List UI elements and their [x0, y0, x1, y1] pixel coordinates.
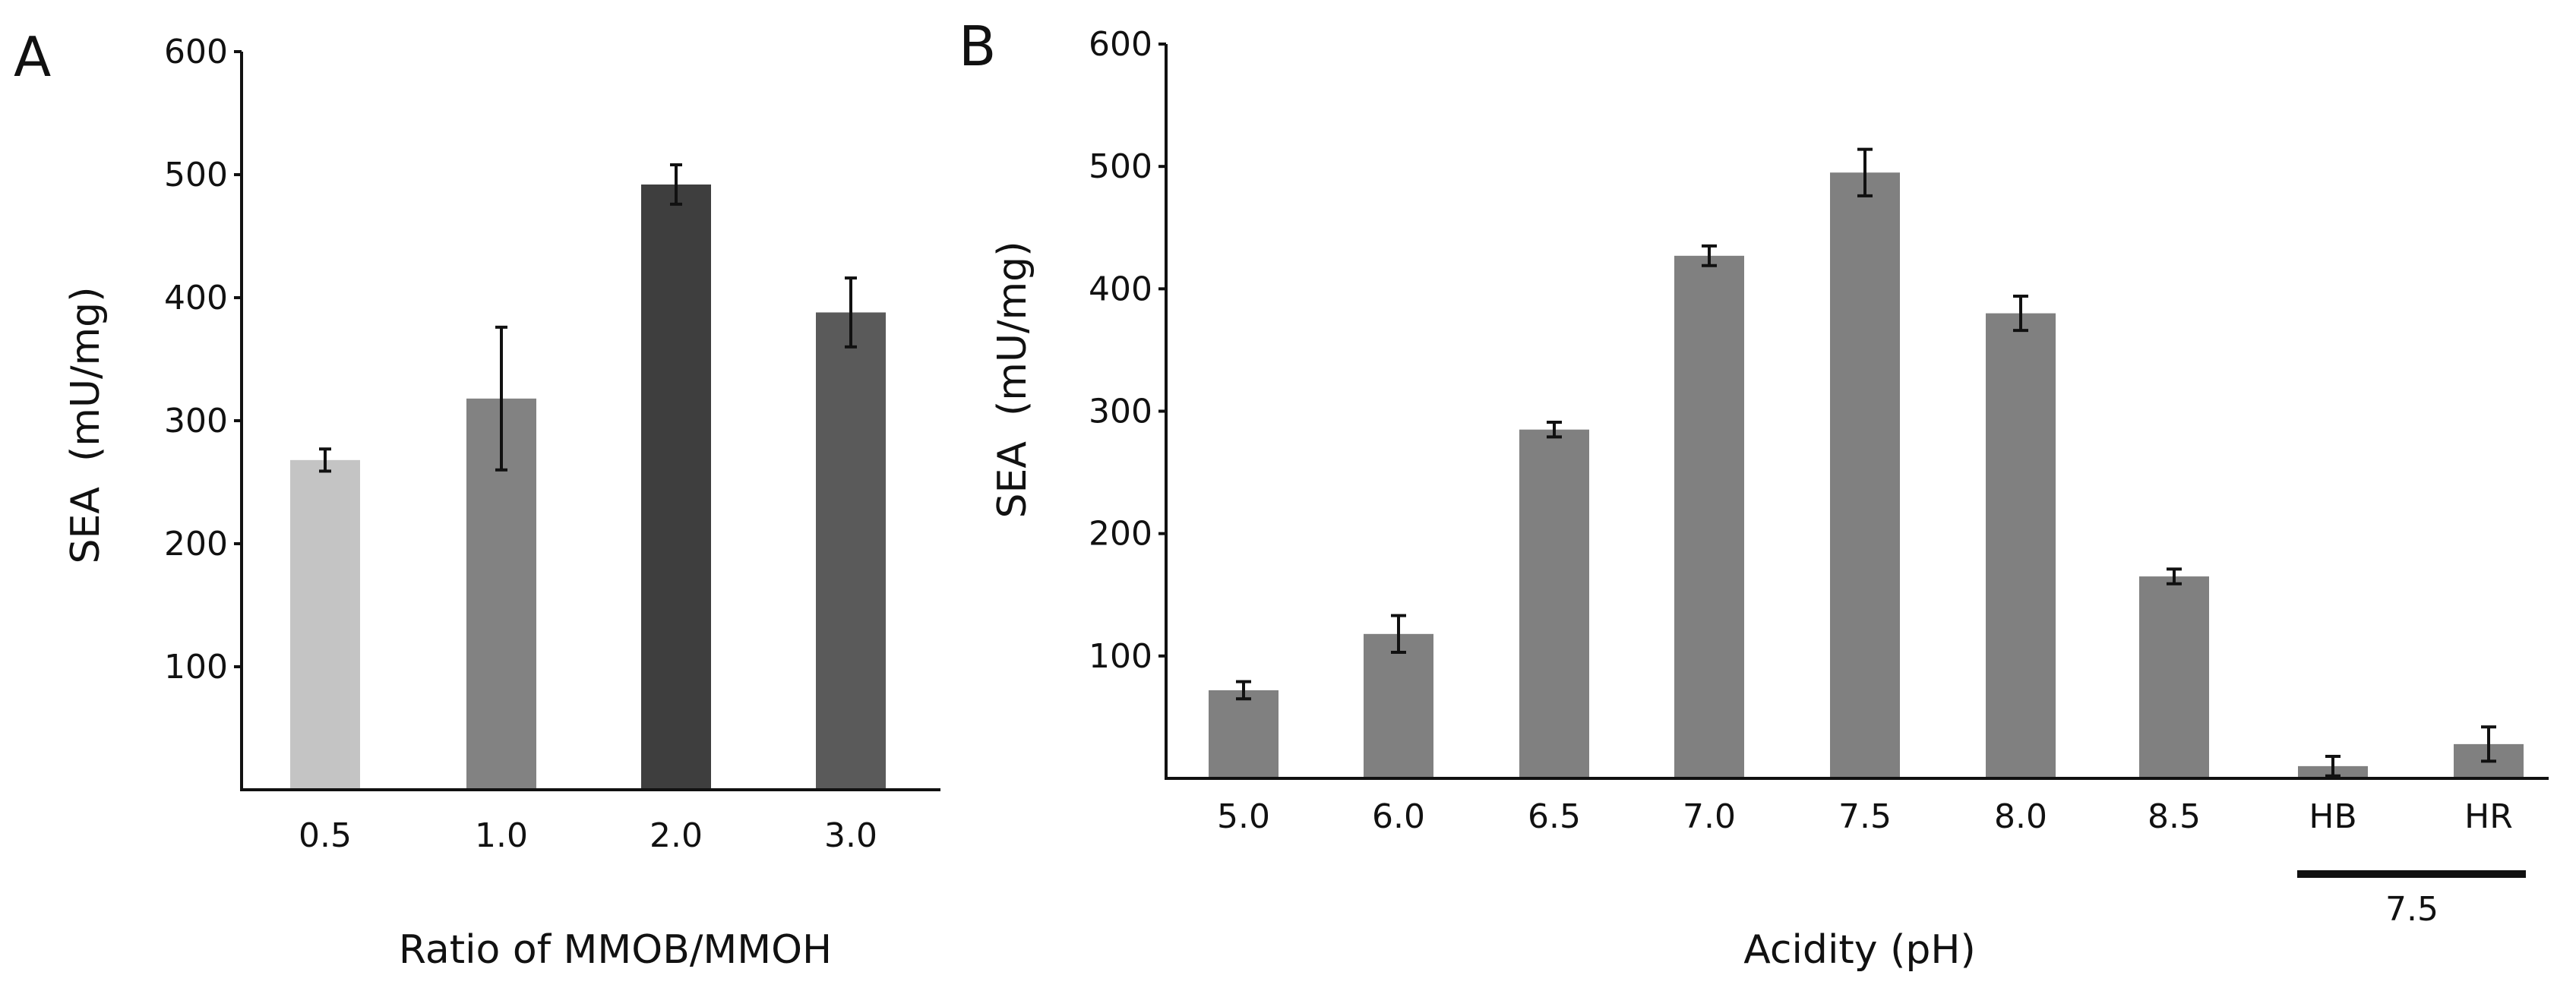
panel-b-x-ticks: 5.0 6.0 6.5 7.0 7.5 8.0 8.5 HB HR	[1217, 797, 2513, 836]
bar-7.0	[1674, 255, 1744, 778]
error-bar-6.0	[1391, 614, 1406, 654]
bar-2.0	[641, 184, 711, 790]
error-bar-7.5	[1857, 147, 1873, 197]
bar-3.0	[816, 312, 886, 790]
bar-6.5	[1519, 429, 1589, 778]
panel-a-y-axis-title: SEA (mU/mg)	[63, 287, 109, 564]
y-tick-label: 100	[1089, 637, 1152, 676]
y-tick-label: 400	[1089, 270, 1152, 308]
y-tick-label: 500	[164, 156, 228, 194]
x-tick-label: HR	[2464, 797, 2513, 836]
y-tick-label: 600	[164, 33, 228, 71]
panel-b-y-axis-title: SEA (mU/mg)	[990, 241, 1035, 519]
panel-a-letter: A	[14, 25, 51, 89]
x-tick-label: 8.5	[2148, 797, 2201, 836]
panel-a-x-axis-title: Ratio of MMOB/MMOH	[399, 927, 832, 973]
y-tick-label: 300	[1089, 393, 1152, 431]
panel-b-x-axis-title: Acidity (pH)	[1743, 927, 1976, 973]
x-tick-label: 2.0	[650, 816, 703, 855]
x-tick-label: HB	[2309, 797, 2356, 836]
panel-a: A 100 200 300 400 500 600 0.5 1.0 2.0 3.0 SEA (m…	[14, 25, 940, 973]
y-tick-label: 600	[1089, 25, 1152, 64]
bar-8.0	[1986, 313, 2056, 779]
x-tick-label: 0.5	[299, 816, 352, 855]
error-bar-6.5	[1547, 421, 1562, 439]
x-tick-label: 5.0	[1217, 797, 1270, 836]
error-bar-0.5	[319, 447, 331, 473]
y-tick-label: 400	[164, 279, 228, 317]
panel-a-bars	[290, 184, 886, 790]
panel-b: B 100 200 300 400 500 600 5.0 6.0 6.5 7.0 7.5 8.0 8…	[959, 14, 2549, 973]
error-bar-HR	[2481, 725, 2496, 763]
x-tick-label: 1.0	[475, 816, 528, 855]
y-tick-label: 100	[164, 648, 228, 686]
bar-7.5	[1830, 172, 1900, 779]
x-tick-label: 6.5	[1528, 797, 1581, 836]
bar-0.5	[290, 459, 360, 790]
y-tick-label: 300	[164, 402, 228, 440]
y-tick-label: 200	[164, 525, 228, 563]
error-bar-7.0	[1702, 244, 1717, 267]
bar-8.5	[2139, 576, 2209, 778]
error-bar-2.0	[670, 163, 682, 206]
y-tick-label: 500	[1089, 147, 1152, 186]
error-bar-3.0	[845, 276, 857, 349]
error-bar-1.0	[495, 325, 507, 472]
panel-a-y-ticks: 100 200 300 400 500 600	[164, 33, 242, 686]
error-bar-8.0	[2013, 295, 2028, 333]
panel-a-error-bars	[319, 163, 857, 473]
bar-5.0	[1209, 690, 1279, 778]
error-bar-5.0	[1236, 680, 1251, 701]
bar-6.0	[1364, 633, 1433, 778]
panel-b-y-ticks: 100 200 300 400 500 600	[1089, 25, 1166, 676]
x-tick-label: 6.0	[1372, 797, 1425, 836]
x-tick-label: 3.0	[824, 816, 877, 855]
y-tick-label: 200	[1089, 515, 1152, 554]
panel-b-error-bars	[1236, 147, 2496, 778]
x-tick-label: 7.0	[1683, 797, 1736, 836]
x-tick-label: 8.0	[1994, 797, 2047, 836]
error-bar-8.5	[2167, 567, 2182, 585]
panel-b-group-label: 7.5	[2385, 890, 2439, 929]
error-bar-HB	[2325, 754, 2341, 778]
x-tick-label: 7.5	[1838, 797, 1892, 836]
panel-a-x-ticks: 0.5 1.0 2.0 3.0	[299, 816, 877, 855]
panel-b-letter: B	[959, 14, 996, 78]
panel-b-bars	[1209, 172, 2524, 779]
